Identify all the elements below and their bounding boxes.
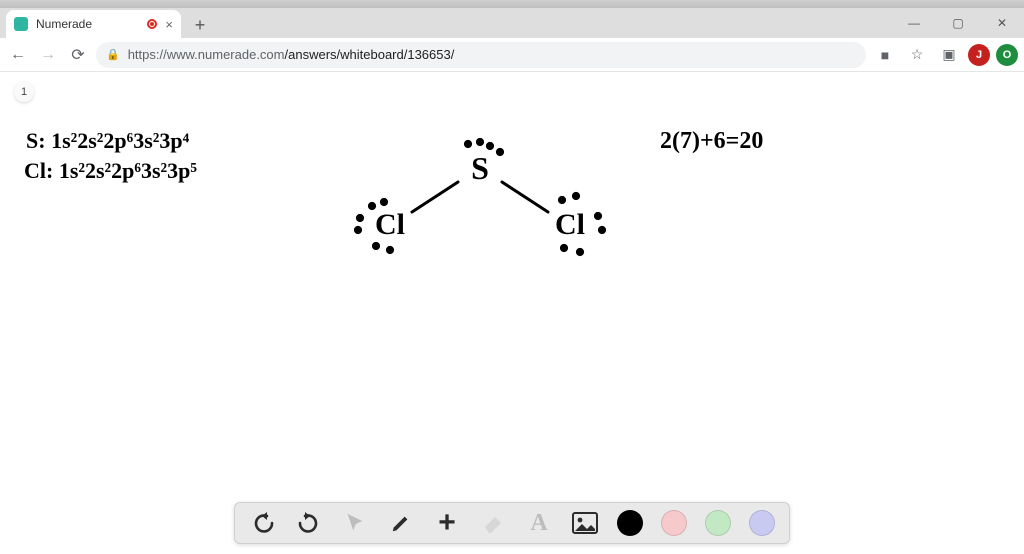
- new-tab-button[interactable]: +: [187, 12, 213, 38]
- eraser-tool[interactable]: [479, 509, 507, 537]
- nav-reload-button[interactable]: ⟳: [66, 43, 90, 67]
- chlorine-label: Cl:: [24, 158, 53, 183]
- window-top-stripe: [0, 0, 1024, 8]
- whiteboard-toolbar: + A: [234, 502, 790, 544]
- color-swatch-pink[interactable]: [661, 510, 687, 536]
- whiteboard-page: 1 S: 1s²2s²2p⁶3s²3p⁴ Cl: 1s²2s²2p⁶3s²3p⁵…: [0, 72, 1024, 554]
- lewis-structure: S Cl Cl: [330, 134, 630, 264]
- url-host: https://www.numerade.com: [128, 47, 285, 62]
- tab-close-icon[interactable]: ×: [165, 18, 173, 31]
- sulfur-label: S:: [26, 128, 46, 153]
- nav-forward-button[interactable]: →: [36, 43, 60, 67]
- chlorine-config: 1s²2s²2p⁶3s²3p⁵: [59, 158, 197, 183]
- lewis-right-atom: Cl: [555, 208, 585, 241]
- user-avatar-primary[interactable]: J: [968, 44, 990, 66]
- nav-bar: ← → ⟳ 🔒 https://www.numerade.com/answers…: [0, 38, 1024, 72]
- redo-button[interactable]: [295, 509, 323, 537]
- camera-indicator-icon[interactable]: ■: [872, 42, 898, 68]
- tab-title: Numerade: [36, 17, 92, 31]
- lock-icon: 🔒: [106, 48, 120, 61]
- add-tool[interactable]: +: [433, 509, 461, 537]
- window-minimize-button[interactable]: —: [892, 8, 936, 38]
- tab-strip: Numerade × + — ▢ ✕: [0, 8, 1024, 38]
- present-icon[interactable]: ▣: [936, 42, 962, 68]
- lewis-center-atom: S: [471, 150, 489, 186]
- undo-button[interactable]: [249, 509, 277, 537]
- color-swatch-black[interactable]: [617, 510, 643, 536]
- lewis-left-atom: Cl: [375, 208, 405, 241]
- address-bar[interactable]: 🔒 https://www.numerade.com/answers/white…: [96, 42, 866, 68]
- window-close-button[interactable]: ✕: [980, 8, 1024, 38]
- user-avatar-secondary[interactable]: O: [996, 44, 1018, 66]
- url-path: /answers/whiteboard/136653/: [285, 47, 455, 62]
- text-tool[interactable]: A: [525, 509, 553, 537]
- page-number-badge[interactable]: 1: [14, 82, 34, 102]
- sulfur-config: 1s²2s²2p⁶3s²3p⁴: [51, 128, 189, 153]
- recording-indicator-icon: [147, 19, 157, 29]
- nav-back-button[interactable]: ←: [6, 43, 30, 67]
- color-swatch-green[interactable]: [705, 510, 731, 536]
- browser-tab[interactable]: Numerade ×: [6, 10, 181, 38]
- window-controls: — ▢ ✕: [892, 8, 1024, 38]
- bookmark-star-icon[interactable]: ☆: [904, 42, 930, 68]
- color-swatch-purple[interactable]: [749, 510, 775, 536]
- pointer-tool[interactable]: [341, 509, 369, 537]
- window-maximize-button[interactable]: ▢: [936, 8, 980, 38]
- valence-equation: 2(7)+6=20: [660, 128, 763, 155]
- tab-favicon: [14, 17, 28, 31]
- pen-tool[interactable]: [387, 509, 415, 537]
- image-tool[interactable]: [571, 509, 599, 537]
